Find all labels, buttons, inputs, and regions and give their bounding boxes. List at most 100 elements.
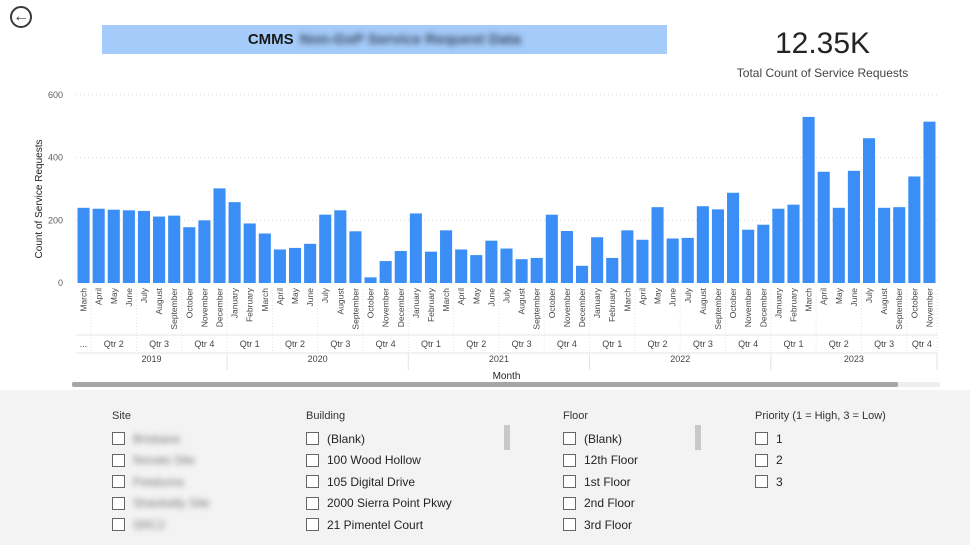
floor-slicer: Floor (Blank) 12th Floor 1st Floor 2nd F… xyxy=(563,410,638,536)
floor-option[interactable]: 2nd Floor xyxy=(563,493,638,515)
x-month-label: August xyxy=(517,287,527,314)
x-month-label: November xyxy=(199,288,209,327)
checkbox[interactable] xyxy=(112,496,125,510)
bar xyxy=(787,204,800,283)
x-month-label: March xyxy=(622,288,632,312)
x-quarter-label: Qtr 3 xyxy=(330,339,350,349)
bar xyxy=(636,239,649,283)
building-option[interactable]: 21 Pimentel Court xyxy=(306,514,452,536)
bar xyxy=(424,251,438,283)
priority-option[interactable]: 2 xyxy=(755,450,886,472)
site-option[interactable]: Petaluma xyxy=(112,471,210,493)
x-month-label: March xyxy=(441,288,451,312)
building-slicer-scrollbar[interactable] xyxy=(504,425,510,450)
bar xyxy=(908,176,921,283)
bar xyxy=(485,240,498,283)
site-slicer: Site Brisbane Novato Site Petaluma Shanb… xyxy=(112,410,210,536)
checkbox[interactable] xyxy=(306,475,319,489)
checkbox[interactable] xyxy=(306,518,319,532)
x-quarter-label: Qtr 1 xyxy=(421,339,441,349)
bar xyxy=(666,238,679,283)
x-month-label: September xyxy=(169,288,179,330)
floor-option[interactable]: 1st Floor xyxy=(563,471,638,493)
checkbox[interactable] xyxy=(563,496,576,510)
bar xyxy=(681,237,694,283)
checkbox[interactable] xyxy=(306,432,319,446)
x-quarter-label: Qtr 3 xyxy=(512,339,532,349)
checkbox[interactable] xyxy=(755,453,768,467)
checkbox[interactable] xyxy=(112,475,125,489)
building-slicer-title: Building xyxy=(306,410,346,422)
x-month-label: April xyxy=(819,288,829,305)
site-option[interactable]: Shanbally Site xyxy=(112,493,210,515)
checkbox[interactable] xyxy=(306,496,319,510)
checkbox[interactable] xyxy=(563,453,576,467)
x-year-label: 2019 xyxy=(142,354,162,364)
x-month-label: August xyxy=(335,287,345,314)
bar xyxy=(832,207,845,283)
x-quarter-label: Qtr 1 xyxy=(783,339,803,349)
x-quarter-label: Qtr 4 xyxy=(738,339,758,349)
checkbox[interactable] xyxy=(112,432,125,446)
building-slicer: Building (Blank) 100 Wood Hollow 105 Dig… xyxy=(306,410,452,536)
priority-slicer: Priority (1 = High, 3 = Low) 1 2 3 xyxy=(755,410,886,493)
building-option[interactable]: 100 Wood Hollow xyxy=(306,450,452,472)
x-month-label: July xyxy=(683,287,693,303)
site-option[interactable]: Novato Site xyxy=(112,450,210,472)
checkbox[interactable] xyxy=(563,432,576,446)
scrollbar-thumb[interactable] xyxy=(72,382,898,387)
bar xyxy=(847,170,860,283)
building-option[interactable]: 105 Digital Drive xyxy=(306,471,452,493)
bar xyxy=(213,188,226,283)
x-month-label: May xyxy=(290,287,300,304)
bar xyxy=(923,121,936,283)
bar xyxy=(107,209,120,283)
building-option[interactable]: 2000 Sierra Point Pkwy xyxy=(306,493,452,515)
priority-option[interactable]: 1 xyxy=(755,428,886,450)
bar xyxy=(893,207,906,283)
x-month-label: February xyxy=(426,287,436,322)
bar xyxy=(379,261,392,283)
bar xyxy=(591,237,604,283)
checkbox[interactable] xyxy=(112,518,125,532)
x-month-label: April xyxy=(275,288,285,305)
x-month-label: November xyxy=(381,288,391,327)
checkbox[interactable] xyxy=(563,518,576,532)
x-month-label: May xyxy=(109,287,119,304)
y-tick-label: 400 xyxy=(48,153,63,163)
floor-option[interactable]: 3rd Floor xyxy=(563,514,638,536)
checkbox[interactable] xyxy=(755,432,768,446)
floor-option[interactable]: 12th Floor xyxy=(563,450,638,472)
report-title: CMMS Non-GxP Service Request Data xyxy=(102,25,667,54)
bar xyxy=(560,230,573,283)
floor-slicer-scrollbar[interactable] xyxy=(695,425,701,450)
kpi-value: 12.35K xyxy=(774,27,871,60)
x-month-label: January xyxy=(411,287,421,318)
checkbox[interactable] xyxy=(112,453,125,467)
floor-option[interactable]: (Blank) xyxy=(563,428,638,450)
checkbox[interactable] xyxy=(306,453,319,467)
x-month-label: December xyxy=(758,288,768,327)
x-year-label: 2022 xyxy=(670,354,690,364)
site-option[interactable]: Brisbane xyxy=(112,428,210,450)
x-year-label: 2021 xyxy=(489,354,509,364)
bar xyxy=(500,248,513,283)
checkbox[interactable] xyxy=(563,475,576,489)
priority-option[interactable]: 3 xyxy=(755,471,886,493)
x-quarter-label: Qtr 4 xyxy=(376,339,396,349)
bar xyxy=(727,192,740,283)
building-option[interactable]: (Blank) xyxy=(306,428,452,450)
back-arrow-icon[interactable]: ← xyxy=(10,6,32,28)
bar xyxy=(319,214,332,283)
x-month-label: July xyxy=(502,287,512,303)
x-month-label: May xyxy=(653,287,663,304)
site-option[interactable]: SRC2 xyxy=(112,514,210,536)
checkbox[interactable] xyxy=(755,475,768,489)
x-month-label: October xyxy=(366,288,376,318)
title-rest: Non-GxP Service Request Data xyxy=(299,31,522,48)
bar xyxy=(742,229,755,283)
bar xyxy=(440,230,453,283)
x-month-label: December xyxy=(577,288,587,327)
x-month-label: April xyxy=(94,288,104,305)
x-month-label: August xyxy=(698,287,708,314)
